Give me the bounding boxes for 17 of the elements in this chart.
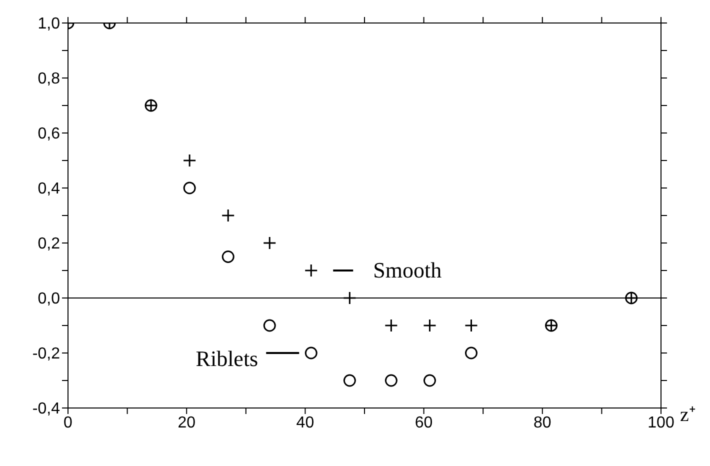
x-tick-label: 100 <box>648 414 674 432</box>
y-tick-label: -0,4 <box>32 400 60 418</box>
x-tick-label: 60 <box>414 414 433 432</box>
y-tick-label: 0,2 <box>38 236 60 253</box>
y-tick-label: 1,0 <box>38 16 60 33</box>
x-tick-label: 40 <box>296 414 314 432</box>
x-tick-label: 0 <box>64 414 73 432</box>
x-tick-label: 80 <box>534 414 552 432</box>
y-tick-label: -0,2 <box>32 346 60 363</box>
legend-label: Smooth <box>373 258 442 282</box>
y-tick-label: 0,4 <box>38 180 60 198</box>
x-tick-label: 20 <box>178 414 196 432</box>
y-tick-label: 0,6 <box>38 126 60 143</box>
y-tick-label: 0,8 <box>38 70 60 88</box>
series-label: Riblets <box>196 346 258 371</box>
x-axis-title: z⁺ <box>680 404 696 426</box>
y-tick-label: 0,0 <box>38 290 60 308</box>
